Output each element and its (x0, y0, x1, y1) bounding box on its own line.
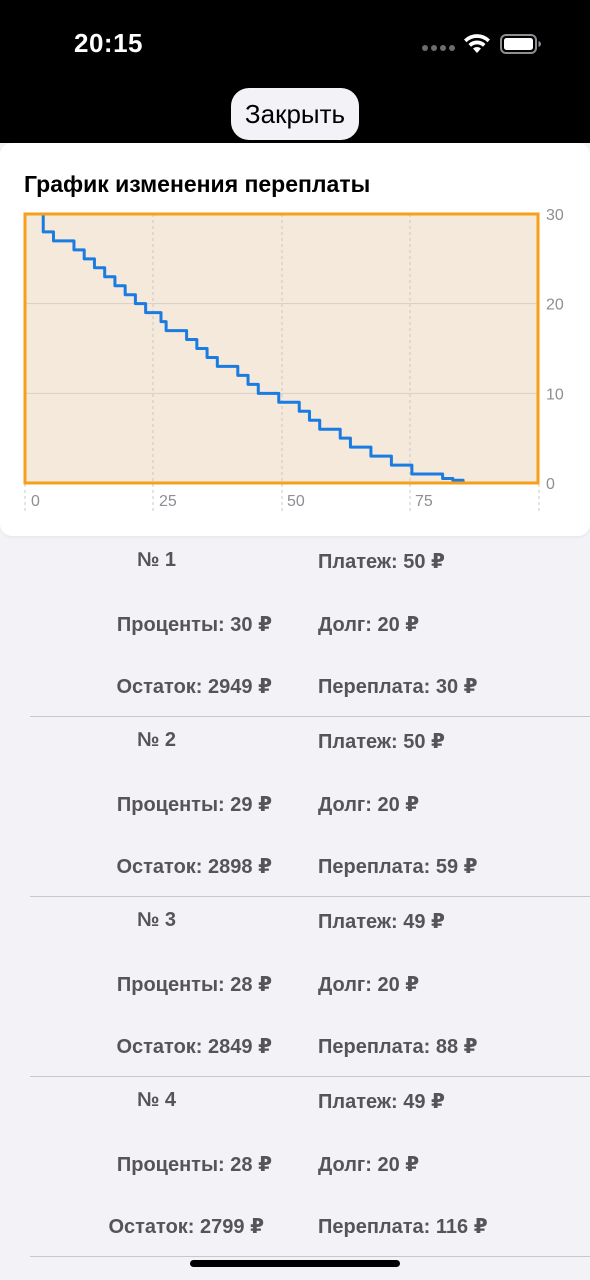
sheet: График изменения переплаты 0 10 20 30 0 25 50 7… (0, 143, 590, 1280)
payment-debt: Долг: 20 ₽ (318, 614, 420, 636)
payment-debt: Долг: 20 ₽ (318, 1154, 420, 1176)
x-tick-label: 75 (415, 493, 433, 510)
status-time: 20:15 (74, 28, 143, 58)
list-item: № 2 Платеж: 50 ₽ Проценты: 29 ₽ Долг: 20… (0, 716, 590, 897)
payments-list: № 1 Платеж: 50 ₽ Проценты: 30 ₽ Долг: 20… (0, 536, 590, 1257)
payment-overpay: Переплата: 30 ₽ (318, 676, 478, 698)
chart-title: График изменения переплаты (24, 171, 371, 197)
payment-amount: Платеж: 49 ₽ (318, 1091, 445, 1113)
list-item: № 3 Платеж: 49 ₽ Проценты: 28 ₽ Долг: 20… (0, 896, 590, 1077)
payment-interest: Проценты: 28 ₽ (116, 974, 272, 996)
overpay-chart: 0 10 20 30 0 25 50 75 (23, 207, 564, 511)
chart-card: График изменения переплаты 0 10 20 30 0 25 50 7… (0, 143, 590, 536)
payment-balance: Остаток: 2949 ₽ (116, 676, 272, 698)
cellular-signal-icon (422, 45, 455, 51)
y-tick-label: 0 (546, 476, 555, 493)
y-tick-label: 30 (546, 207, 564, 224)
home-indicator (190, 1260, 400, 1267)
payment-debt: Долг: 20 ₽ (318, 794, 420, 816)
row-divider (30, 716, 590, 717)
battery-icon (500, 34, 541, 54)
payment-interest: Проценты: 30 ₽ (116, 614, 272, 636)
list-item: № 1 Платеж: 50 ₽ Проценты: 30 ₽ Долг: 20… (0, 536, 590, 717)
y-tick-label: 20 (546, 297, 564, 314)
payment-amount: Платеж: 50 ₽ (318, 731, 445, 753)
x-tick-label: 50 (287, 493, 305, 510)
payment-amount: Платеж: 49 ₽ (318, 911, 445, 933)
plot-border (23, 212, 540, 485)
wifi-icon (464, 34, 490, 53)
close-button[interactable]: Закрыть (230, 88, 360, 140)
payment-interest: Проценты: 29 ₽ (116, 794, 272, 816)
payment-interest: Проценты: 28 ₽ (116, 1154, 272, 1176)
payment-number: № 2 (137, 729, 176, 751)
payment-amount: Платеж: 50 ₽ (318, 551, 445, 573)
payment-balance: Остаток: 2898 ₽ (116, 856, 272, 878)
x-tick-label: 0 (31, 493, 40, 510)
row-divider (30, 1256, 590, 1257)
payment-overpay: Переплата: 116 ₽ (318, 1216, 488, 1238)
payment-number: № 4 (137, 1089, 176, 1111)
row-divider (30, 1076, 590, 1077)
payment-overpay: Переплата: 59 ₽ (318, 856, 478, 878)
close-button-wrap: Закрыть (0, 88, 590, 140)
payment-number: № 3 (137, 909, 176, 931)
payment-debt: Долг: 20 ₽ (318, 974, 420, 996)
payment-number: № 1 (137, 549, 176, 571)
row-divider (30, 896, 590, 897)
x-tick-label: 25 (159, 493, 177, 510)
y-tick-label: 10 (546, 386, 564, 403)
payment-balance: Остаток: 2849 ₽ (116, 1036, 272, 1058)
overpay-series-line (33, 212, 479, 485)
list-item: № 4 Платеж: 49 ₽ Проценты: 28 ₽ Долг: 20… (0, 1076, 590, 1257)
payment-overpay: Переплата: 88 ₽ (318, 1036, 478, 1058)
status-bar: 20:15 (0, 0, 590, 88)
payment-balance: Остаток: 2799 ₽ (108, 1216, 264, 1238)
